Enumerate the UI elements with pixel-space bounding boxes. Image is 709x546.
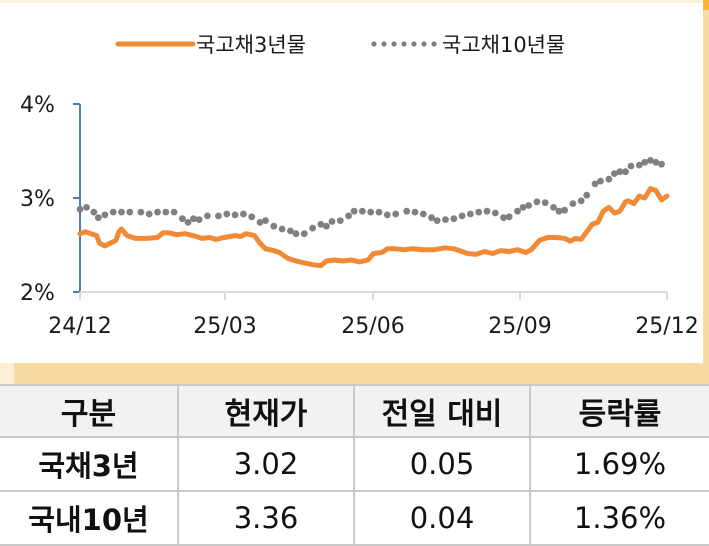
chart-panel	[0, 3, 704, 363]
row-price: 3.36	[177, 490, 355, 546]
x-tick-2503: 25/03	[193, 314, 256, 339]
row-change: 0.05	[353, 436, 531, 492]
row-price: 3.02	[177, 436, 355, 492]
y-axis: 4% 3% 2%	[20, 93, 81, 306]
yield-table: 구분 현재가 전일 대비 등락률 국채3년 3.02 0.05 1.69% 국내…	[0, 384, 709, 546]
row-rate: 1.69%	[529, 436, 709, 492]
row-rate: 1.36%	[529, 490, 709, 546]
legend-dotted-line-icon	[371, 41, 437, 47]
x-tick-2412: 24/12	[48, 314, 111, 339]
frame-corner-accent	[703, 0, 709, 10]
x-tick-2509: 25/09	[488, 314, 551, 339]
y-tick-2: 2%	[20, 281, 55, 306]
separator-band	[0, 363, 709, 384]
series-3y-line	[77, 186, 670, 269]
x-tick-2506: 25/06	[341, 314, 404, 339]
bond-yield-chart: 국고채3년물 국고채10년물 4% 3% 2% 24/12 25/03 25/0…	[20, 33, 699, 339]
x-axis: 24/12 25/03 25/06 25/09 25/12	[48, 291, 699, 339]
legend-label-3y: 국고채3년물	[196, 33, 306, 57]
row-label: 국채3년	[0, 436, 179, 492]
header-change: 전일 대비	[353, 384, 531, 438]
x-tick-2512: 25/12	[635, 314, 698, 339]
y-tick-3: 3%	[20, 187, 55, 212]
table-row: 국내10년 3.36 0.04 1.36%	[0, 490, 709, 546]
y-tick-4: 4%	[20, 93, 55, 118]
separator-band-edge	[0, 363, 14, 384]
frame-right-border	[703, 0, 709, 384]
frame-top-border	[0, 0, 709, 3]
row-change: 0.04	[353, 490, 531, 546]
legend-label-10y: 국고채10년물	[442, 33, 565, 57]
row-label: 국내10년	[0, 490, 179, 546]
header-price: 현재가	[177, 384, 355, 438]
header-category: 구분	[0, 384, 179, 438]
header-rate: 등락률	[529, 384, 709, 438]
legend: 국고채3년물 국고채10년물	[115, 33, 565, 57]
table-row: 국채3년 3.02 0.05 1.69%	[0, 436, 709, 492]
series-10y-dotted	[76, 157, 665, 238]
table-header-row: 구분 현재가 전일 대비 등락률	[0, 384, 709, 438]
